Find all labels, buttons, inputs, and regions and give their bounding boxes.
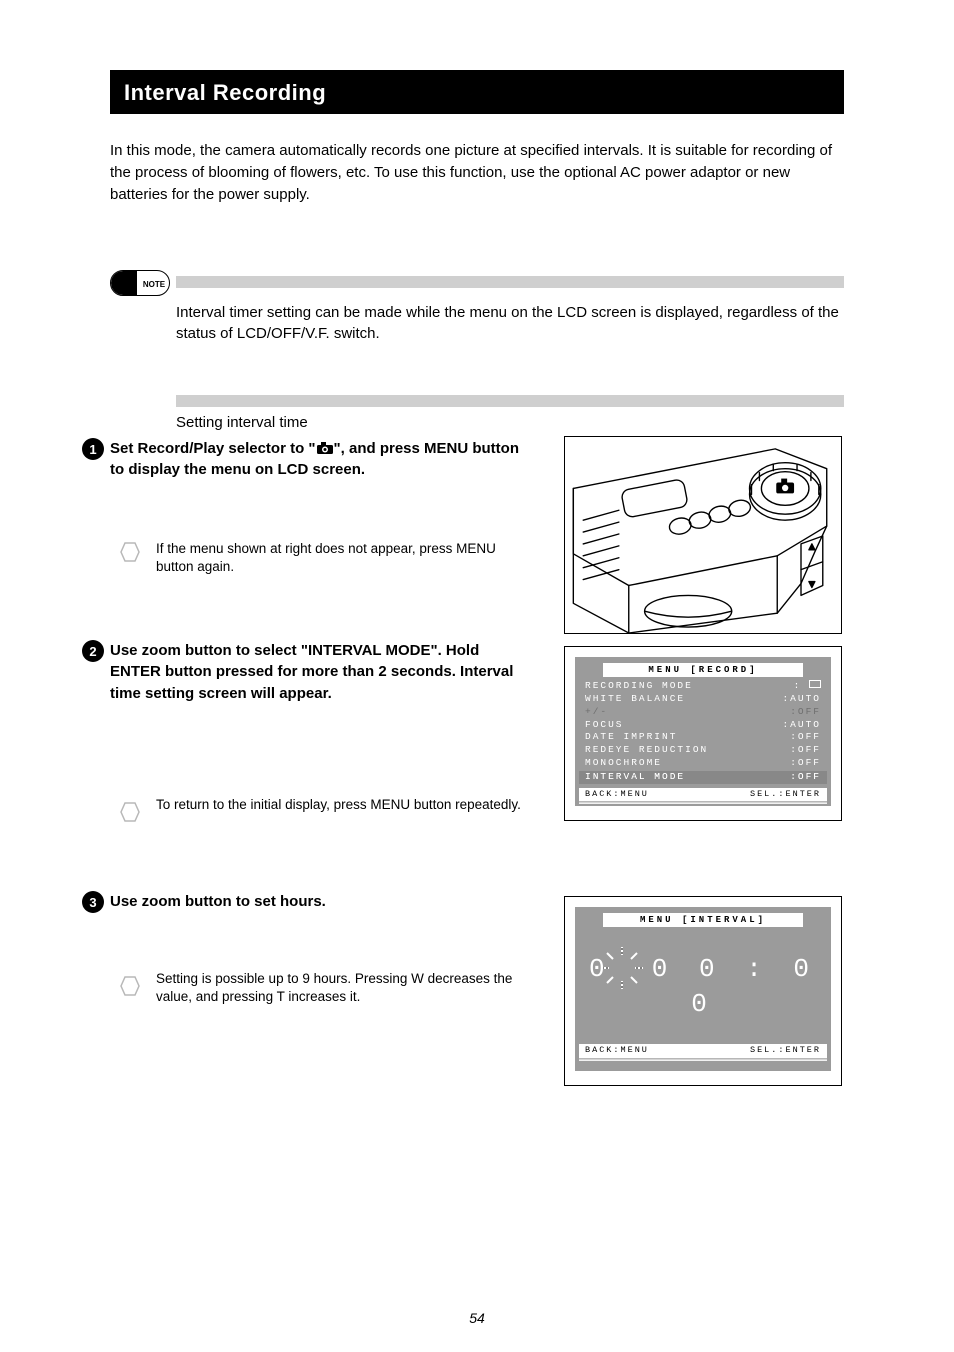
step-badge-3: 3 [82, 891, 104, 913]
lcd-inner: MENU [INTERVAL] [575, 907, 831, 1071]
lcd-sel-label: SEL.:ENTER [750, 789, 821, 800]
lcd-row: WHITE BALANCE :AUTO [583, 693, 823, 706]
lcd-row-key: FOCUS [585, 719, 624, 732]
step-3-sub: Setting is possible up to 9 hours. Press… [156, 970, 526, 1006]
page: Interval Recording In this mode, the cam… [0, 0, 954, 1352]
lcd-row-value: :OFF [790, 757, 821, 770]
header-bar: Interval Recording [110, 70, 844, 114]
lcd-screen-interval: MENU [INTERVAL] [564, 896, 842, 1086]
camera-illustration [564, 436, 842, 634]
note-text: Interval timer setting can be made while… [176, 302, 844, 344]
lcd-screen-record: MENU [RECORD] RECORDING MODE: WHITE BALA… [564, 646, 842, 821]
lcd-row-value: :OFF [790, 771, 821, 784]
step-badge-2: 2 [82, 640, 104, 662]
camera-svg [565, 437, 841, 633]
step-3-text: Use zoom button to set hours. [110, 891, 530, 912]
lcd-back-label: BACK:MENU [585, 1045, 649, 1056]
hexagon-icon [114, 974, 146, 998]
lcd-shadow [579, 1058, 827, 1061]
hexagon-icon [114, 540, 146, 564]
hex-bullet-3 [114, 974, 146, 998]
lcd-row: MONOCHROME :OFF [583, 757, 823, 770]
lcd-row-key: WHITE BALANCE [585, 693, 685, 706]
section-title: Setting interval time [176, 414, 844, 431]
lcd-row: +/- :OFF [583, 706, 823, 719]
note-pill-label: NOTE [139, 271, 169, 296]
lcd-row-value: :AUTO [782, 719, 821, 732]
time-hours: 0 [589, 954, 613, 984]
lcd-row-value: :OFF [790, 706, 821, 719]
step-2-main: Use zoom button to select "INTERVAL MODE… [110, 642, 513, 702]
lcd-row-key: INTERVAL MODE [585, 771, 685, 784]
lcd-row: DATE IMPRINT :OFF [583, 731, 823, 744]
lcd-row-value: :OFF [790, 744, 821, 757]
step-1-text: Set Record/Play selector to "", and pres… [110, 438, 530, 481]
lcd-back-label: BACK:MENU [585, 789, 649, 800]
lcd-row-key: +/- [585, 706, 608, 719]
step-badge-1: 1 [82, 438, 104, 460]
page-number: 54 [0, 1310, 954, 1326]
hex-bullet-1 [114, 540, 146, 564]
lcd-shadow [579, 801, 827, 804]
lcd-interval-time: 0 0 0 : 0 0 [583, 930, 823, 1040]
section-gray-bar [176, 395, 844, 407]
lcd-row-key: REDEYE REDUCTION [585, 744, 708, 757]
lcd-bottom-bar: BACK:MENU SEL.:ENTER [579, 788, 827, 801]
lcd-row: INTERVAL MODE :OFF [579, 771, 827, 784]
lcd-row-value: :AUTO [782, 693, 821, 706]
lcd-row: FOCUS :AUTO [583, 719, 823, 732]
intro-paragraph: In this mode, the camera automatically r… [110, 140, 844, 205]
time-mid: 0 0 [652, 954, 723, 984]
lcd-row-value: : [794, 680, 821, 693]
hexagon-icon [114, 800, 146, 824]
step-2-sub: To return to the initial display, press … [156, 796, 526, 814]
lcd-title: MENU [RECORD] [603, 663, 803, 677]
step-3-main: Use zoom button to set hours. [110, 893, 326, 910]
hex-bullet-2 [114, 800, 146, 824]
note-gray-bar [176, 276, 844, 288]
lcd-title: MENU [INTERVAL] [603, 913, 803, 927]
lcd-row-value: :OFF [790, 731, 821, 744]
lcd-row-key: MONOCHROME [585, 757, 662, 770]
lcd-bottom-bar: BACK:MENU SEL.:ENTER [579, 1044, 827, 1057]
lcd-row-key: DATE IMPRINT [585, 731, 677, 744]
camera-icon [316, 441, 334, 455]
lcd-inner: MENU [RECORD] RECORDING MODE: WHITE BALA… [575, 657, 831, 806]
lcd-row-key: RECORDING MODE [585, 680, 693, 693]
step-1-pre: Set Record/Play selector to " [110, 440, 316, 457]
lcd-row: REDEYE REDUCTION :OFF [583, 744, 823, 757]
lcd-sel-label: SEL.:ENTER [750, 1045, 821, 1056]
step-1-sub: If the menu shown at right does not appe… [156, 540, 526, 576]
step-2-text: Use zoom button to select "INTERVAL MODE… [110, 640, 530, 704]
lcd-row: RECORDING MODE: [583, 680, 823, 693]
note-pill: NOTE [110, 270, 170, 296]
page-title: Interval Recording [110, 70, 844, 116]
recording-mode-icon [809, 680, 821, 688]
